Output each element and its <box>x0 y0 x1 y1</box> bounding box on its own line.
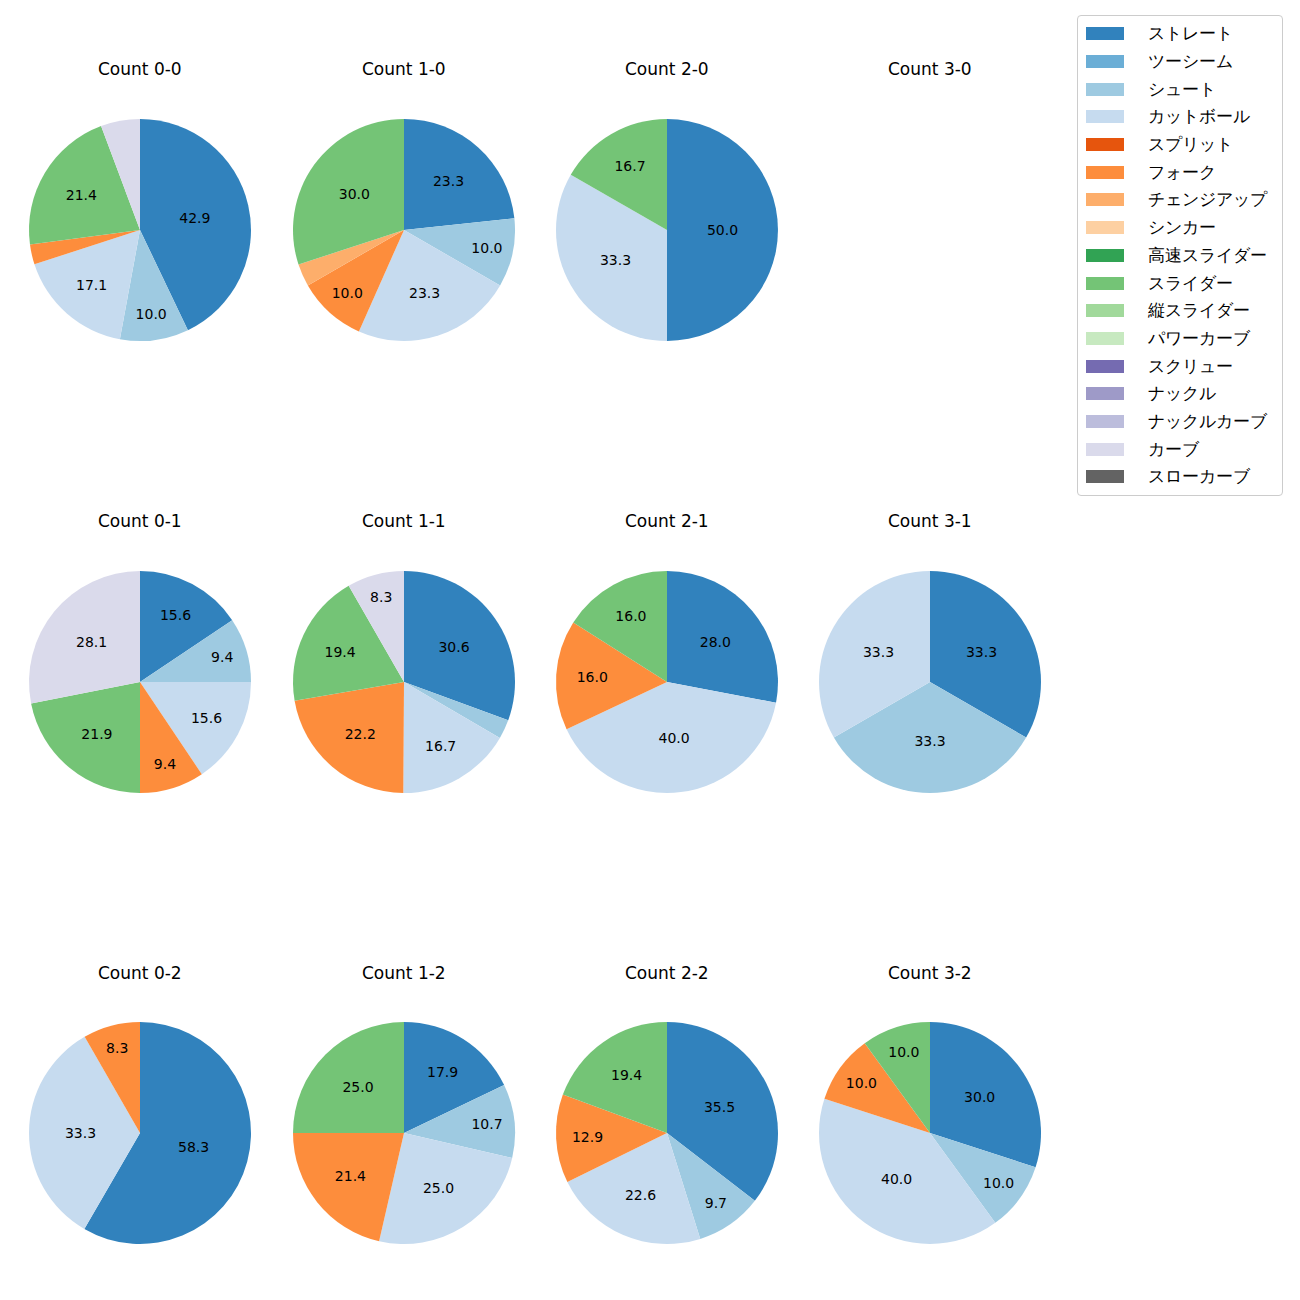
html-text:スライダー: スライダー <box>1148 272 1233 293</box>
svg-text:40.0: 40.0 <box>659 730 690 746</box>
html-text:ナックルカーブ: ナックルカーブ <box>1148 411 1267 431</box>
svg-text:17.1: 17.1 <box>76 277 107 293</box>
html-text:ナックル: ナックル <box>1148 383 1216 404</box>
html-text:パワーカーブ: パワーカーブ <box>1148 327 1250 348</box>
svg-text:22.2: 22.2 <box>345 726 376 742</box>
svg-text:10.0: 10.0 <box>888 1044 919 1060</box>
svg-text:Count 2-1: Count 2-1 <box>625 511 709 531</box>
html-text:フォーク: フォーク <box>1148 161 1216 182</box>
svg-text:50.0: 50.0 <box>707 222 738 238</box>
html-text:ツーシーム: ツーシーム <box>1148 51 1233 71</box>
svg-text:21.4: 21.4 <box>66 187 97 203</box>
svg-text:22.6: 22.6 <box>625 1187 656 1203</box>
svg-text:23.3: 23.3 <box>433 173 464 189</box>
svg-text:Count 0-2: Count 0-2 <box>98 963 182 983</box>
svg-text:30.0: 30.0 <box>339 186 370 202</box>
svg-text:Count 0-0: Count 0-0 <box>98 59 182 79</box>
svg-text:Count 3-2: Count 3-2 <box>888 963 972 983</box>
svg-text:30.0: 30.0 <box>964 1089 995 1105</box>
svg-text:10.0: 10.0 <box>136 306 167 322</box>
svg-text:Count 0-1: Count 0-1 <box>98 511 182 531</box>
svg-text:28.1: 28.1 <box>76 634 107 650</box>
svg-text:30.6: 30.6 <box>438 639 469 655</box>
html-text:スクリュー: スクリュー <box>1148 355 1233 376</box>
svg-text:16.0: 16.0 <box>615 608 646 624</box>
html-text:シュート: シュート <box>1148 78 1216 99</box>
svg-text:9.4: 9.4 <box>154 756 176 772</box>
html-text:チェンジアップ: チェンジアップ <box>1148 189 1267 210</box>
svg-text:8.3: 8.3 <box>106 1040 128 1056</box>
svg-text:42.9: 42.9 <box>179 210 210 226</box>
svg-text:25.0: 25.0 <box>342 1079 373 1095</box>
svg-text:10.0: 10.0 <box>471 240 502 256</box>
svg-text:15.6: 15.6 <box>160 607 191 623</box>
svg-text:16.7: 16.7 <box>614 158 645 174</box>
svg-text:10.7: 10.7 <box>471 1116 502 1132</box>
svg-text:Count 1-2: Count 1-2 <box>362 963 446 983</box>
html-text:スローカーブ: スローカーブ <box>1148 466 1250 487</box>
svg-text:35.5: 35.5 <box>704 1099 735 1115</box>
svg-text:9.4: 9.4 <box>211 649 233 665</box>
svg-text:25.0: 25.0 <box>423 1180 454 1196</box>
svg-text:Count 3-1: Count 3-1 <box>888 511 972 531</box>
svg-text:21.9: 21.9 <box>81 726 112 742</box>
svg-text:Count 2-2: Count 2-2 <box>625 963 709 983</box>
svg-text:28.0: 28.0 <box>700 634 731 650</box>
svg-text:19.4: 19.4 <box>611 1067 642 1083</box>
svg-text:Count 2-0: Count 2-0 <box>625 59 709 79</box>
svg-text:21.4: 21.4 <box>335 1168 366 1184</box>
svg-text:33.3: 33.3 <box>914 733 945 749</box>
html-text:カットボール: カットボール <box>1148 106 1250 127</box>
svg-text:17.9: 17.9 <box>427 1064 458 1080</box>
svg-text:8.3: 8.3 <box>370 589 392 605</box>
svg-text:33.3: 33.3 <box>65 1125 96 1141</box>
svg-text:10.0: 10.0 <box>846 1075 877 1091</box>
html-text:縦スライダー: 縦スライダー <box>1148 300 1250 321</box>
svg-text:Count 1-1: Count 1-1 <box>362 511 446 531</box>
svg-text:40.0: 40.0 <box>881 1171 912 1187</box>
svg-text:9.7: 9.7 <box>705 1195 727 1211</box>
svg-text:58.3: 58.3 <box>178 1139 209 1155</box>
svg-text:15.6: 15.6 <box>191 710 222 726</box>
svg-text:10.0: 10.0 <box>983 1175 1014 1191</box>
html-text:スプリット: スプリット <box>1148 134 1233 155</box>
svg-text:19.4: 19.4 <box>324 644 355 660</box>
svg-text:12.9: 12.9 <box>572 1129 603 1145</box>
svg-text:23.3: 23.3 <box>409 285 440 301</box>
svg-text:33.3: 33.3 <box>600 252 631 268</box>
svg-text:33.3: 33.3 <box>863 644 894 660</box>
svg-text:10.0: 10.0 <box>332 285 363 301</box>
html-text:シンカー: シンカー <box>1148 217 1216 238</box>
svg-text:Count 1-0: Count 1-0 <box>362 59 446 79</box>
html-text:ストレート: ストレート <box>1148 23 1233 44</box>
svg-text:16.0: 16.0 <box>577 669 608 685</box>
svg-text:16.7: 16.7 <box>425 738 456 754</box>
html-text:カーブ: カーブ <box>1148 438 1199 459</box>
svg-text:33.3: 33.3 <box>966 644 997 660</box>
svg-text:Count 3-0: Count 3-0 <box>888 59 972 79</box>
html-text:高速スライダー: 高速スライダー <box>1148 244 1267 265</box>
